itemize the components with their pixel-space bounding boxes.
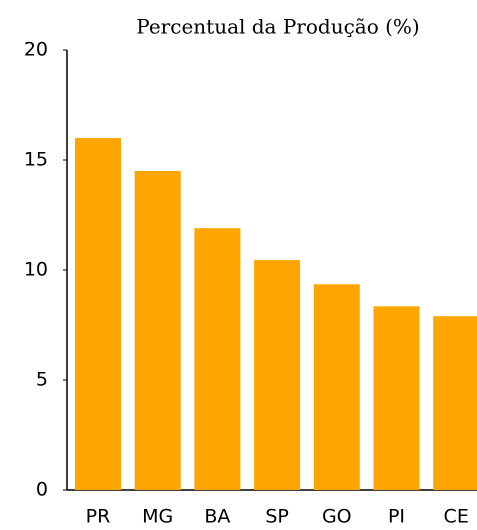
bar <box>373 306 420 490</box>
y-tick-label: 10 <box>24 259 48 281</box>
y-tick-label: 5 <box>36 369 48 391</box>
bar <box>254 260 301 490</box>
x-tick-label: PR <box>86 506 111 528</box>
x-tick-label: MG <box>142 506 173 528</box>
chart-title: Percentual da Produção (%) <box>136 15 419 39</box>
y-tick-label: 0 <box>36 479 48 501</box>
x-tick-label: GO <box>322 506 352 528</box>
x-tick-label: PI <box>388 506 405 528</box>
bar <box>313 284 360 490</box>
bar <box>134 171 181 490</box>
x-tick-label: SP <box>265 506 289 528</box>
y-tick-label: 15 <box>24 149 48 171</box>
bar <box>75 138 121 490</box>
x-tick-label: BA <box>204 506 230 528</box>
x-tick-label: CE <box>444 506 469 528</box>
y-tick-label: 20 <box>24 39 48 61</box>
bar <box>194 228 241 490</box>
bar <box>433 316 477 490</box>
